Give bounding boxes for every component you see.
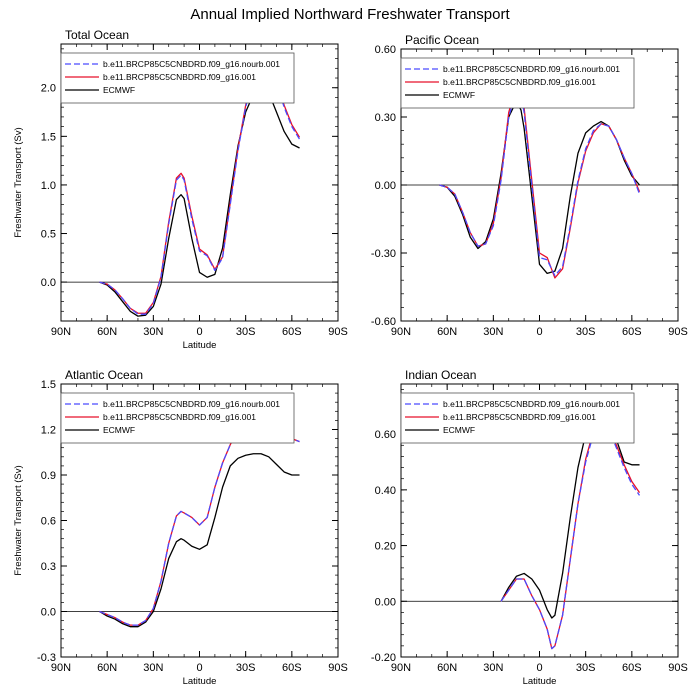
x-tick-label: 30S — [236, 326, 256, 338]
series-line-base — [99, 412, 300, 626]
x-tick-label: 0 — [196, 326, 202, 338]
panel-title: Indian Ocean — [405, 368, 476, 382]
legend-label-base: b.e11.BRCP85C5CNBDRD.f09_g16.001 — [443, 412, 596, 422]
legend-box — [400, 392, 635, 444]
panel-0: 90N 60N 30N 0 30S 60S 90S 0.0 0.5 1.0 1.5 2.0 b.e11.… — [13, 28, 348, 351]
y-tick-label: 0.0 — [41, 277, 56, 289]
legend-label-nourb: b.e11.BRCP85C5CNBDRD.f09_g16.nourb.001 — [103, 59, 280, 69]
y-axis-title: Freshwater Transport (Sv) — [13, 465, 24, 575]
legend-box — [60, 392, 295, 444]
y-tick-label: 1.0 — [41, 180, 56, 192]
x-tick-label: 90N — [391, 662, 411, 674]
y-tick-label: 1.5 — [41, 379, 56, 391]
series-line-ecmwf — [99, 453, 300, 628]
y-axis-title: Freshwater Transport (Sv) — [13, 127, 24, 237]
y-tick-label: 0.5 — [41, 229, 56, 241]
y-tick-label: 0.20 — [375, 541, 396, 553]
series-line-nourb — [500, 422, 641, 650]
panel-title: Pacific Ocean — [405, 33, 479, 47]
x-tick-label: 60S — [282, 326, 302, 338]
x-tick-label: 0 — [536, 326, 542, 338]
panel-1: 90N 60N 30N 0 30S 60S 90S -0.60 -0.30 0.00 0.30 0.6… — [371, 33, 688, 338]
y-tick-label: -0.3 — [37, 652, 56, 664]
x-tick-label: 90S — [668, 326, 688, 338]
y-tick-label: 0.40 — [375, 485, 396, 497]
y-tick-label: 0.00 — [375, 180, 396, 192]
series-line-ecmwf — [439, 100, 641, 275]
legend-label-nourb: b.e11.BRCP85C5CNBDRD.f09_g16.nourb.001 — [443, 399, 620, 409]
y-tick-label: 0.0 — [41, 607, 56, 619]
x-tick-label: 30S — [576, 326, 596, 338]
legend-label-nourb: b.e11.BRCP85C5CNBDRD.f09_g16.nourb.001 — [443, 64, 620, 74]
y-tick-label: 0.6 — [41, 516, 56, 528]
x-tick-label: 60N — [97, 326, 117, 338]
x-tick-label: 0 — [196, 662, 202, 674]
x-tick-label: 60N — [97, 662, 117, 674]
panel-2: 90N 60N 30N 0 30S 60S 90S -0.3 0.0 0.3 0.6 0.9 1.2 1.… — [13, 368, 348, 687]
y-tick-label: -0.60 — [371, 316, 396, 328]
y-tick-label: 0.9 — [41, 470, 56, 482]
figure-title: Annual Implied Northward Freshwater Tran… — [190, 6, 510, 23]
x-tick-label: 90S — [328, 662, 348, 674]
plot-frame — [60, 43, 339, 322]
legend-label-base: b.e11.BRCP85C5CNBDRD.f09_g16.001 — [443, 77, 596, 87]
x-tick-label: 30N — [483, 662, 503, 674]
x-tick-label: 90S — [328, 326, 348, 338]
x-tick-label: 30N — [143, 326, 163, 338]
x-axis-title: Latitude — [183, 340, 217, 351]
x-tick-label: 0 — [536, 662, 542, 674]
legend-box — [60, 52, 295, 104]
y-tick-label: 0.3 — [41, 561, 56, 573]
y-tick-label: 0.60 — [375, 44, 396, 56]
y-tick-label: 1.2 — [41, 425, 56, 437]
legend-label-nourb: b.e11.BRCP85C5CNBDRD.f09_g16.nourb.001 — [103, 399, 280, 409]
series-line-ecmwf — [99, 86, 300, 317]
x-axis-title: Latitude — [183, 676, 217, 687]
y-tick-label: 0.00 — [375, 596, 396, 608]
x-tick-label: 60S — [282, 662, 302, 674]
legend-label-ecmwf: ECMWF — [443, 90, 475, 100]
y-tick-label: -0.20 — [371, 652, 396, 664]
legend-label-ecmwf: ECMWF — [443, 425, 475, 435]
plot-frame — [60, 383, 339, 658]
panel-title: Atlantic Ocean — [65, 368, 143, 382]
x-tick-label: 60N — [437, 326, 457, 338]
x-tick-label: 60N — [437, 662, 457, 674]
legend-label-ecmwf: ECMWF — [103, 425, 135, 435]
plot-frame — [400, 48, 679, 322]
x-axis-title: Latitude — [523, 676, 557, 687]
x-tick-label: 30S — [576, 662, 596, 674]
x-tick-label: 30S — [236, 662, 256, 674]
x-tick-label: 90N — [51, 326, 71, 338]
x-tick-label: 60S — [622, 326, 642, 338]
y-tick-label: 1.5 — [41, 131, 56, 143]
legend-label-ecmwf: ECMWF — [103, 85, 135, 95]
x-tick-label: 90S — [668, 662, 688, 674]
y-tick-label: 0.60 — [375, 429, 396, 441]
legend-box — [400, 57, 635, 109]
legend-label-base: b.e11.BRCP85C5CNBDRD.f09_g16.001 — [103, 412, 256, 422]
series-line-nourb — [99, 412, 300, 626]
panel-3: 90N 60N 30N 0 30S 60S 90S -0.20 0.00 0.20 0.40 0.60… — [371, 368, 688, 687]
series-line-base — [439, 84, 641, 279]
y-tick-label: -0.30 — [371, 248, 396, 260]
y-tick-label: 2.0 — [41, 83, 56, 95]
legend-label-base: b.e11.BRCP85C5CNBDRD.f09_g16.001 — [103, 72, 256, 82]
x-tick-label: 60S — [622, 662, 642, 674]
panel-title: Total Ocean — [65, 28, 129, 42]
x-tick-label: 90N — [51, 662, 71, 674]
x-tick-label: 90N — [391, 326, 411, 338]
y-tick-label: 0.30 — [375, 112, 396, 124]
series-line-nourb — [439, 89, 641, 277]
plot-frame — [400, 383, 679, 658]
x-tick-label: 30N — [483, 326, 503, 338]
x-tick-label: 30N — [143, 662, 163, 674]
